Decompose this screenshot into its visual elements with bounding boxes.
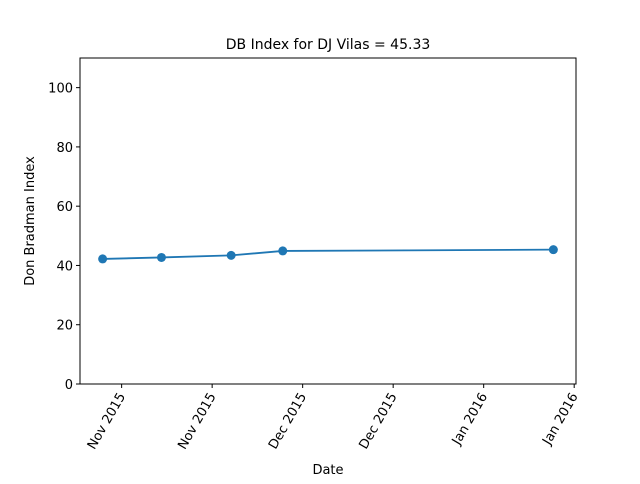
y-tick-label: 20: [56, 319, 73, 334]
x-axis-label: Date: [312, 463, 343, 478]
y-tick-label: 60: [56, 200, 73, 215]
plot-frame: [79, 57, 577, 385]
y-axis-label: Don Bradman Index: [23, 156, 38, 286]
data-point: [278, 246, 288, 256]
data-point: [156, 252, 166, 262]
data-point: [548, 245, 558, 255]
y-tick-label: 0: [65, 378, 73, 393]
y-tick-label: 80: [56, 141, 73, 156]
data-point: [226, 250, 236, 260]
y-tick-label: 40: [56, 259, 73, 274]
data-point: [98, 254, 108, 264]
chart-title: DB Index for DJ Vilas = 45.33: [226, 37, 431, 53]
y-tick-label: 100: [48, 82, 73, 97]
